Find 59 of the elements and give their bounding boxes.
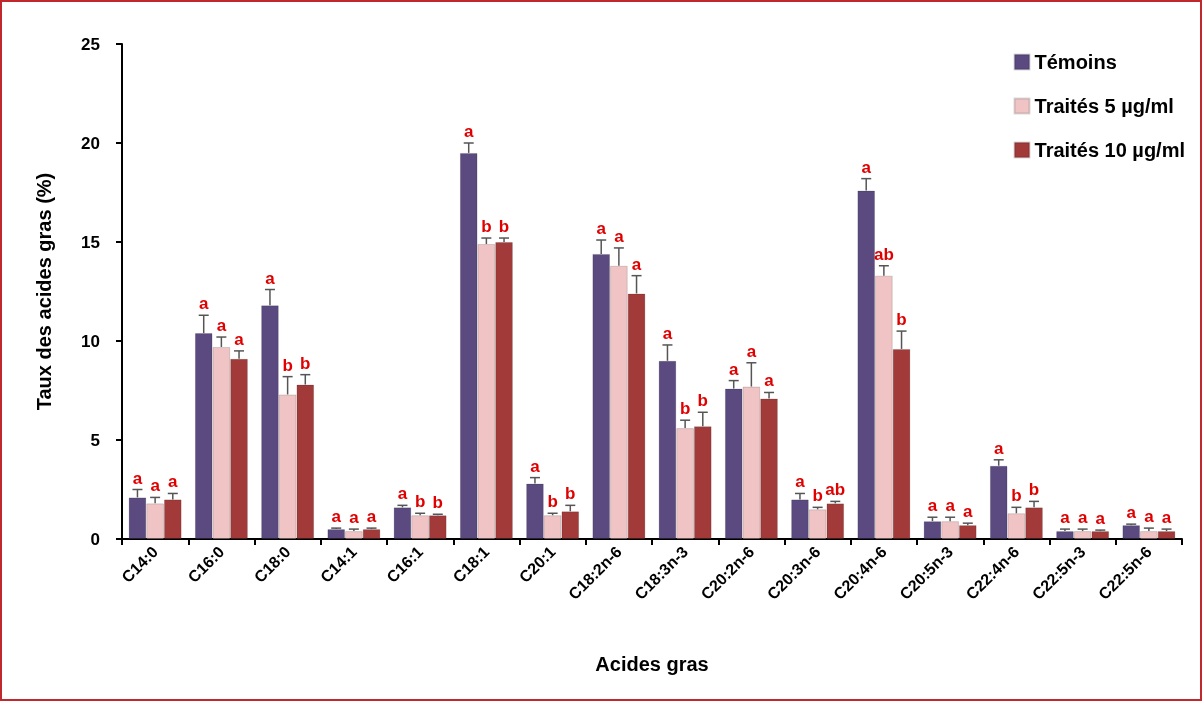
data-label: a: [662, 323, 673, 343]
data-label: a: [1077, 508, 1088, 528]
data-label: b: [1028, 480, 1040, 500]
data-label: a: [1095, 509, 1106, 529]
data-label: a: [631, 254, 642, 274]
y-tick-label: 10: [81, 331, 100, 351]
data-label: b: [498, 217, 510, 237]
data-label: a: [234, 329, 245, 349]
data-label: b: [481, 217, 492, 237]
legend-label: Traités 10 µg/ml: [1034, 139, 1186, 161]
data-label: a: [993, 438, 1004, 458]
data-label: a: [728, 359, 739, 379]
data-label: a: [795, 472, 806, 492]
data-label: a: [1161, 508, 1172, 528]
data-label: a: [366, 507, 377, 527]
data-label: b: [414, 492, 426, 512]
data-label: b: [812, 486, 823, 506]
y-tick-label: 20: [81, 133, 100, 153]
y-axis-title: Taux des acides gras (%): [33, 172, 55, 411]
data-label: a: [1126, 503, 1137, 523]
data-label: a: [331, 507, 342, 527]
data-label: a: [596, 219, 607, 239]
data-label: a: [349, 508, 360, 528]
data-label: a: [463, 122, 474, 141]
data-label: a: [963, 502, 974, 522]
data-label: a: [397, 484, 408, 504]
data-label: a: [265, 268, 276, 288]
data-label: b: [547, 492, 558, 512]
x-axis-title: Acides gras: [595, 653, 709, 675]
data-label: ab: [873, 244, 894, 264]
data-label: a: [945, 496, 956, 516]
data-label: b: [282, 355, 293, 375]
data-label: b: [679, 399, 691, 419]
y-tick-label: 25: [81, 34, 100, 54]
data-label: b: [1011, 486, 1022, 506]
data-label: b: [697, 391, 708, 411]
data-label: a: [216, 316, 227, 336]
y-tick-label: 0: [90, 529, 100, 549]
data-label: a: [530, 456, 541, 476]
legend-label: Témoins: [1034, 51, 1117, 73]
data-label: a: [861, 157, 872, 177]
y-tick-label: 5: [90, 430, 100, 450]
data-label: a: [198, 294, 209, 314]
data-label: b: [300, 353, 311, 373]
data-label: a: [927, 496, 938, 516]
legend-label: Traités 5 µg/ml: [1034, 95, 1174, 117]
y-tick-label: 15: [81, 232, 100, 252]
data-label: b: [565, 484, 576, 504]
data-label: b: [432, 493, 443, 513]
data-label: a: [764, 371, 775, 391]
data-label: a: [150, 476, 161, 496]
data-label: a: [614, 226, 625, 246]
data-label: a: [1144, 507, 1155, 527]
data-label: a: [746, 341, 757, 361]
data-label: b: [896, 310, 907, 330]
data-label: a: [1060, 508, 1071, 528]
data-label: a: [132, 468, 143, 488]
data-label: ab: [825, 480, 846, 500]
data-label: a: [168, 472, 179, 492]
